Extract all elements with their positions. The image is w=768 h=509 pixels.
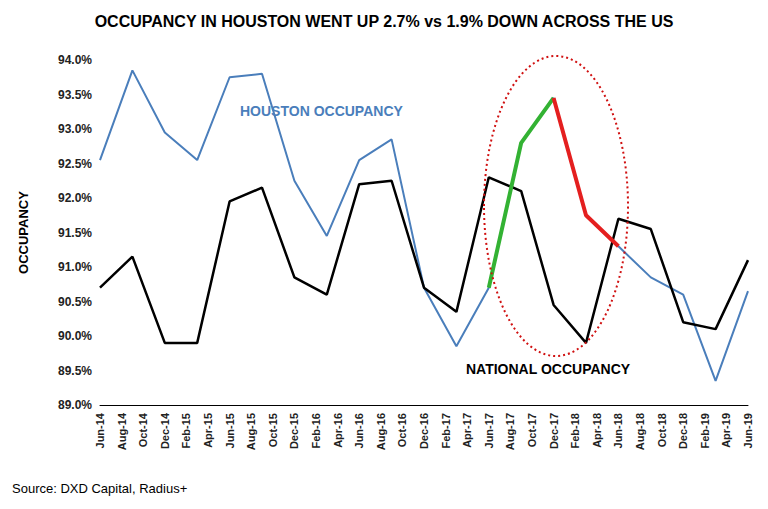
svg-text:Apr-19: Apr-19 bbox=[720, 413, 732, 448]
svg-text:Jun-14: Jun-14 bbox=[94, 412, 106, 448]
svg-text:91.5%: 91.5% bbox=[58, 226, 92, 240]
svg-text:92.5%: 92.5% bbox=[58, 157, 92, 171]
svg-text:Dec-15: Dec-15 bbox=[288, 413, 300, 449]
svg-text:Dec-17: Dec-17 bbox=[548, 413, 560, 449]
svg-text:Apr-17: Apr-17 bbox=[461, 413, 473, 448]
svg-text:Jun-17: Jun-17 bbox=[483, 413, 495, 448]
svg-text:OCCUPANCY: OCCUPANCY bbox=[16, 191, 31, 274]
svg-text:Jun-19: Jun-19 bbox=[742, 413, 754, 448]
svg-text:Dec-16: Dec-16 bbox=[418, 413, 430, 449]
svg-text:NATIONAL OCCUPANCY: NATIONAL OCCUPANCY bbox=[466, 361, 631, 377]
svg-text:Aug-18: Aug-18 bbox=[634, 413, 646, 450]
svg-text:Feb-18: Feb-18 bbox=[569, 413, 581, 448]
svg-text:93.5%: 93.5% bbox=[58, 88, 92, 102]
svg-text:91.0%: 91.0% bbox=[58, 260, 92, 274]
svg-text:Jun-15: Jun-15 bbox=[224, 413, 236, 448]
svg-text:Apr-16: Apr-16 bbox=[332, 413, 344, 448]
svg-text:Aug-15: Aug-15 bbox=[245, 413, 257, 450]
svg-text:Oct-17: Oct-17 bbox=[526, 413, 538, 447]
svg-text:Feb-19: Feb-19 bbox=[699, 413, 711, 448]
svg-text:OCCUPANCY IN HOUSTON WENT UP 2: OCCUPANCY IN HOUSTON WENT UP 2.7% vs 1.9… bbox=[95, 13, 674, 30]
svg-text:Jun-16: Jun-16 bbox=[353, 413, 365, 448]
svg-text:94.0%: 94.0% bbox=[58, 53, 92, 67]
svg-text:93.0%: 93.0% bbox=[58, 122, 92, 136]
svg-text:HOUSTON OCCUPANCY: HOUSTON OCCUPANCY bbox=[240, 103, 403, 119]
svg-text:Apr-15: Apr-15 bbox=[202, 413, 214, 448]
svg-text:Aug-17: Aug-17 bbox=[504, 413, 516, 450]
svg-text:Aug-14: Aug-14 bbox=[116, 412, 128, 450]
svg-text:Feb-15: Feb-15 bbox=[180, 413, 192, 448]
svg-text:92.0%: 92.0% bbox=[58, 191, 92, 205]
svg-text:Aug-16: Aug-16 bbox=[375, 413, 387, 450]
svg-text:89.0%: 89.0% bbox=[58, 398, 92, 412]
svg-text:90.5%: 90.5% bbox=[58, 295, 92, 309]
svg-text:Apr-18: Apr-18 bbox=[591, 413, 603, 448]
svg-text:Dec-14: Dec-14 bbox=[159, 412, 171, 449]
svg-text:Source: DXD Capital, Radius+: Source: DXD Capital, Radius+ bbox=[12, 481, 187, 496]
svg-text:Jun-18: Jun-18 bbox=[612, 413, 624, 448]
svg-text:Oct-14: Oct-14 bbox=[137, 412, 149, 447]
svg-text:Oct-16: Oct-16 bbox=[396, 413, 408, 447]
svg-text:89.5%: 89.5% bbox=[58, 364, 92, 378]
svg-text:Feb-16: Feb-16 bbox=[310, 413, 322, 448]
svg-text:90.0%: 90.0% bbox=[58, 329, 92, 343]
svg-text:Oct-15: Oct-15 bbox=[267, 413, 279, 447]
svg-text:Feb-17: Feb-17 bbox=[440, 413, 452, 448]
svg-text:Oct-18: Oct-18 bbox=[656, 413, 668, 447]
svg-text:Dec-18: Dec-18 bbox=[677, 413, 689, 449]
